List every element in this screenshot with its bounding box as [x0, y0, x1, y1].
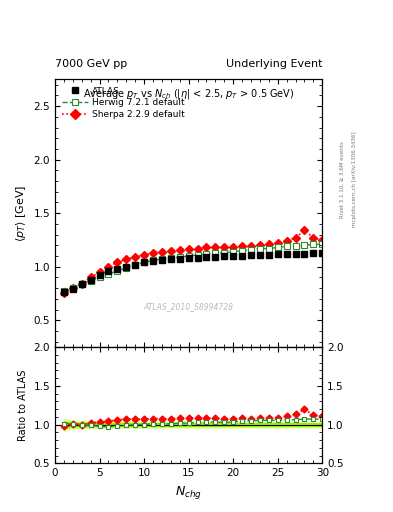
Y-axis label: Ratio to ATLAS: Ratio to ATLAS	[18, 370, 28, 441]
Text: Average $p_T$ vs $N_{ch}$ ($|\eta|$ < 2.5, $p_T$ > 0.5 GeV): Average $p_T$ vs $N_{ch}$ ($|\eta|$ < 2.…	[83, 88, 294, 101]
X-axis label: $N_{chg}$: $N_{chg}$	[175, 484, 202, 501]
Text: mcplots.cern.ch [arXiv:1306.3436]: mcplots.cern.ch [arXiv:1306.3436]	[352, 132, 357, 227]
Text: Rivet 3.1.10, ≥ 3.6M events: Rivet 3.1.10, ≥ 3.6M events	[340, 141, 345, 218]
Legend: ATLAS, Herwig 7.2.1 default, Sherpa 2.2.9 default: ATLAS, Herwig 7.2.1 default, Sherpa 2.2.…	[59, 84, 187, 122]
Text: ATLAS_2010_S8994728: ATLAS_2010_S8994728	[143, 303, 234, 311]
Text: Underlying Event: Underlying Event	[226, 59, 322, 69]
Y-axis label: $\langle p_T \rangle$ [GeV]: $\langle p_T \rangle$ [GeV]	[14, 185, 28, 242]
Text: 7000 GeV pp: 7000 GeV pp	[55, 59, 127, 69]
